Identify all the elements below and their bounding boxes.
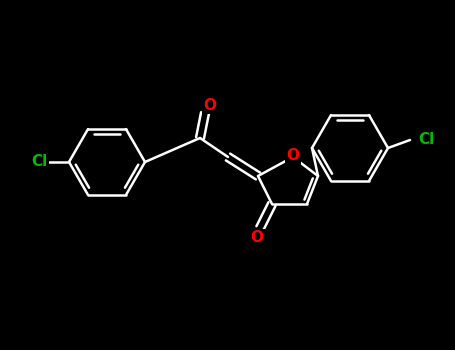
Text: Cl: Cl [31,154,47,169]
Text: Cl: Cl [418,133,434,147]
Text: O: O [203,98,217,112]
Text: O: O [251,231,263,245]
Text: O: O [287,148,299,163]
